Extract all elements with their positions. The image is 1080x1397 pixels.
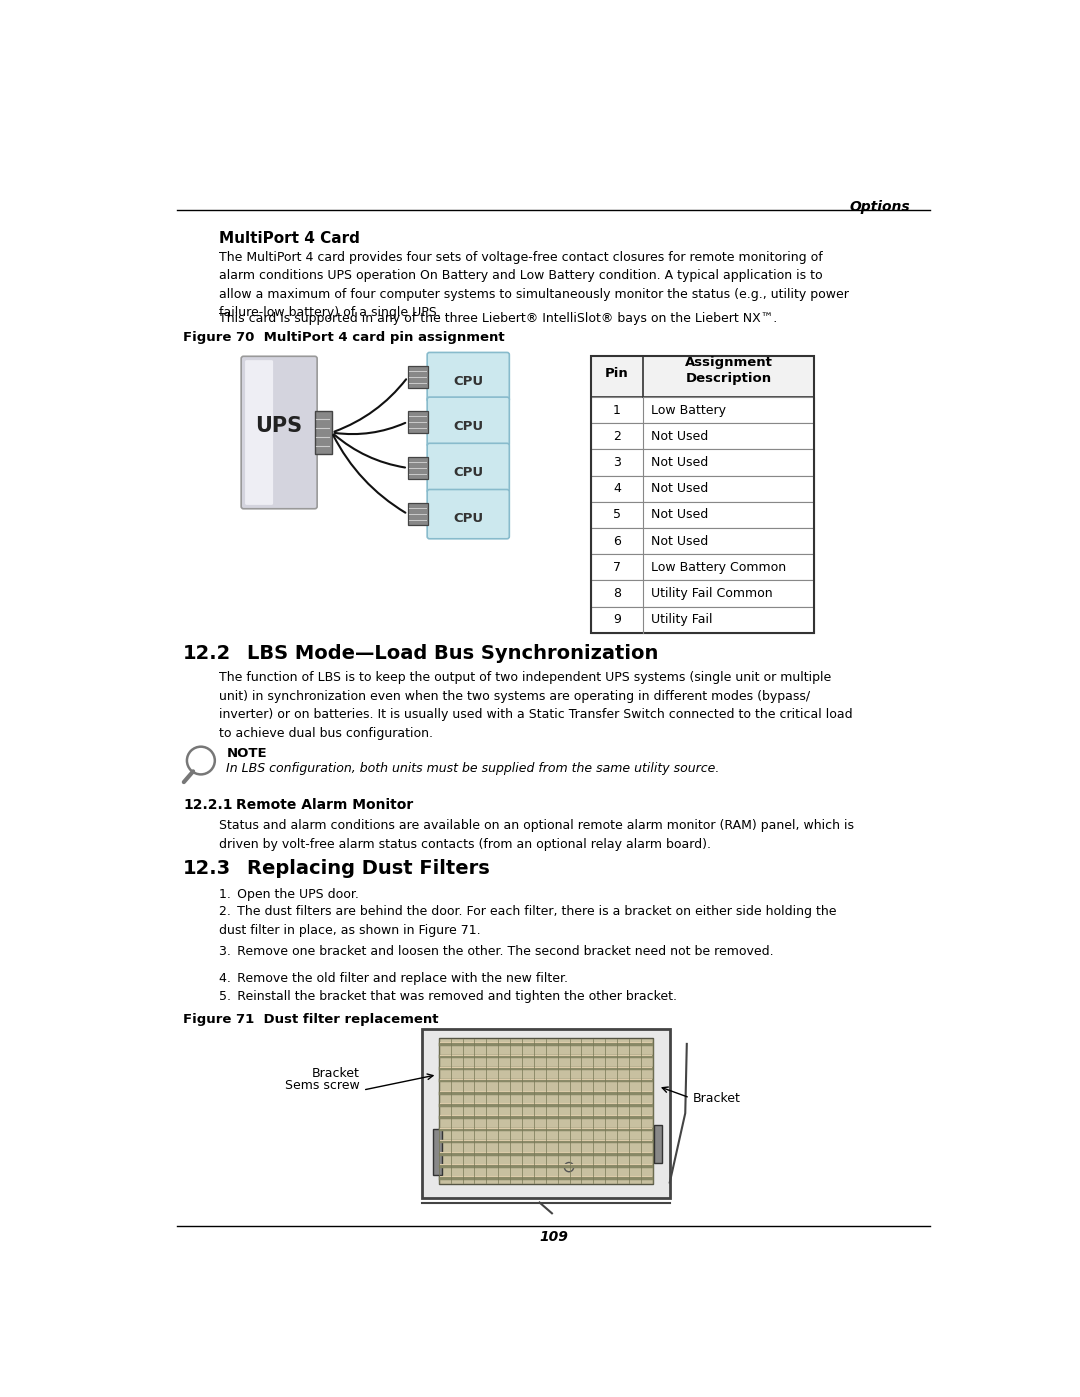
Text: 8: 8 [613,587,621,599]
Bar [408,457,428,479]
Text: Assignment
Description: Assignment Description [685,356,772,384]
Bar [591,450,814,475]
Bar [654,1125,662,1164]
Text: 6: 6 [613,535,621,548]
Bar [591,475,814,502]
Text: Low Battery Common: Low Battery Common [651,560,786,574]
Text: MultiPort 4 Card: MultiPort 4 Card [218,231,360,246]
Bar [591,397,814,423]
Text: 12.2: 12.2 [183,644,231,662]
FancyBboxPatch shape [428,352,510,402]
Text: 5: 5 [613,509,621,521]
Text: 3. Remove one bracket and loosen the other. The second bracket need not be remov: 3. Remove one bracket and loosen the oth… [218,946,773,958]
FancyBboxPatch shape [428,397,510,447]
Text: Not Used: Not Used [651,455,708,469]
Text: CPU: CPU [454,420,484,433]
Text: 3: 3 [613,455,621,469]
Text: Bracket: Bracket [312,1067,360,1080]
Text: LBS Mode—Load Bus Synchronization: LBS Mode—Load Bus Synchronization [247,644,659,662]
Bar [591,606,814,633]
Text: CPU: CPU [454,467,484,479]
Text: Pin: Pin [605,367,629,380]
Bar [591,580,814,606]
Text: Remote Alarm Monitor: Remote Alarm Monitor [235,798,413,812]
Bar [408,411,428,433]
Text: Figure 71  Dust filter replacement: Figure 71 Dust filter replacement [183,1013,438,1027]
Text: Not Used: Not Used [651,535,708,548]
Text: This card is supported in any of the three Liebert® IntelliSlot® bays on the Lie: This card is supported in any of the thr… [218,313,777,326]
Text: 4. Remove the old filter and replace with the new filter.: 4. Remove the old filter and replace wit… [218,971,568,985]
Bar [591,528,814,555]
Text: Utility Fail Common: Utility Fail Common [651,587,773,599]
Text: Not Used: Not Used [651,430,708,443]
Text: 4: 4 [613,482,621,495]
Text: Not Used: Not Used [651,482,708,495]
Bar [433,1129,442,1175]
Bar [422,1028,670,1197]
Text: 1: 1 [613,404,621,416]
FancyBboxPatch shape [428,443,510,493]
Text: 12.2.1: 12.2.1 [183,798,232,812]
Bar [591,502,814,528]
Bar [591,355,814,633]
Text: Bracket: Bracket [693,1091,741,1105]
Bar [408,366,428,388]
FancyBboxPatch shape [245,360,273,504]
Text: Not Used: Not Used [651,509,708,521]
Text: Figure 70  MultiPort 4 card pin assignment: Figure 70 MultiPort 4 card pin assignmen… [183,331,504,344]
Bar [408,503,428,525]
Text: UPS: UPS [256,416,302,436]
Text: Utility Fail: Utility Fail [651,613,713,626]
Bar [591,423,814,450]
Text: Low Battery: Low Battery [651,404,726,416]
Text: CPU: CPU [454,376,484,388]
Text: The function of LBS is to keep the output of two independent UPS systems (single: The function of LBS is to keep the outpu… [218,671,852,740]
Bar [314,411,332,454]
Text: Status and alarm conditions are available on an optional remote alarm monitor (R: Status and alarm conditions are availabl… [218,819,853,851]
Bar [591,355,814,397]
Text: Replacing Dust Filters: Replacing Dust Filters [247,859,490,879]
Text: 1. Open the UPS door.: 1. Open the UPS door. [218,888,359,901]
Text: In LBS configuration, both units must be supplied from the same utility source.: In LBS configuration, both units must be… [227,763,720,775]
Text: The MultiPort 4 card provides four sets of voltage-free contact closures for rem: The MultiPort 4 card provides four sets … [218,251,849,320]
Bar [591,555,814,580]
Text: Options: Options [849,200,910,214]
Bar [438,1038,652,1185]
Text: 5. Reinstall the bracket that was removed and tighten the other bracket.: 5. Reinstall the bracket that was remove… [218,990,677,1003]
Text: 9: 9 [613,613,621,626]
Text: 109: 109 [539,1231,568,1245]
Text: NOTE: NOTE [227,746,267,760]
Text: CPU: CPU [454,513,484,525]
Text: 12.3: 12.3 [183,859,231,879]
FancyBboxPatch shape [241,356,318,509]
Text: Sems screw: Sems screw [285,1080,360,1092]
Text: 7: 7 [613,560,621,574]
Text: 2: 2 [613,430,621,443]
Text: 2. The dust filters are behind the door. For each filter, there is a bracket on : 2. The dust filters are behind the door.… [218,905,836,937]
FancyBboxPatch shape [428,489,510,539]
